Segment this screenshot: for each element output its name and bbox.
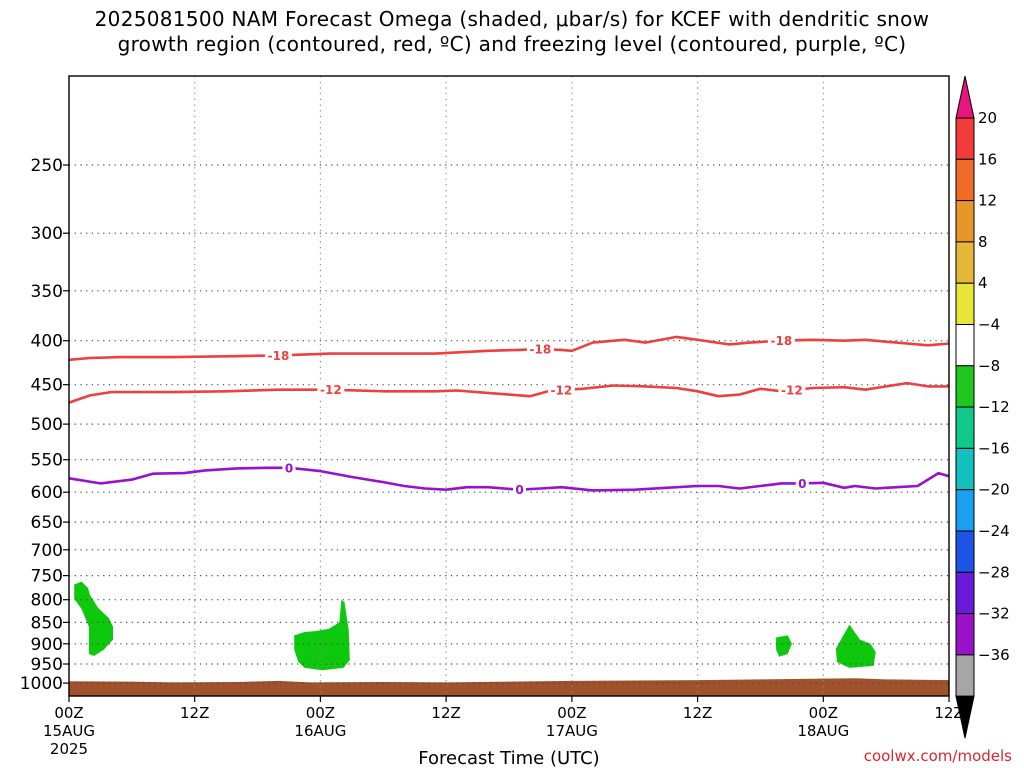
x-tick-label: 12Z (934, 704, 963, 722)
contour-line-1 (68, 381, 949, 404)
contour-label-bg (778, 383, 806, 398)
contour-lines: -18 -18 -18 -12 -12 -12 0 0 0 (68, 333, 950, 497)
contour-label-bg (526, 342, 554, 356)
y-tick-label: 250 (31, 156, 63, 176)
x-tick-label: 12Z (683, 704, 712, 722)
y-tick-label: 750 (31, 567, 63, 587)
colorbar-label: −8 (978, 357, 1000, 375)
x-tick-date-label: 16AUG (294, 722, 346, 740)
y-tick-label: 500 (31, 415, 63, 435)
y-tick-label: 850 (31, 613, 63, 633)
colorbar-swatch (955, 654, 975, 697)
colorbar-swatch (955, 571, 975, 615)
omega-shaded-regions (74, 581, 876, 671)
colorbar-swatch (955, 365, 975, 408)
colorbar-swatch (955, 489, 975, 532)
surface-fill-polygon (69, 678, 949, 696)
y-tick-label: 650 (31, 513, 63, 533)
chart-title-line-1: 2025081500 NAM Forecast Omega (shaded, μ… (94, 7, 930, 31)
contour-label-bg (795, 476, 809, 491)
x-tick-label: 12Z (180, 704, 209, 722)
y-tick-label: 900 (31, 635, 63, 655)
plot-frame (68, 75, 950, 697)
colorbar-swatch (955, 200, 975, 243)
contour-label-bg (265, 348, 292, 363)
contour-label-bg (547, 382, 575, 397)
contour-label-bg (767, 333, 795, 348)
contour-line-2 (68, 466, 950, 492)
omega-region-2 (776, 635, 792, 657)
colorbar-label: −24 (978, 522, 1010, 540)
colorbar-label: −16 (978, 439, 1010, 457)
contour-line-0 (68, 335, 950, 362)
y-tick-label: 300 (31, 224, 63, 244)
y-tick-label: 950 (31, 655, 63, 675)
colorbar-swatch (955, 117, 975, 160)
x-tick-date-label: 17AUG (546, 722, 598, 740)
colorbar: 20 16 12 8 4 −4 −8 −12 −16 −20 −24 −28 −32 −36 (955, 75, 1010, 739)
grid-lines (69, 76, 949, 696)
y-tick-label: 700 (31, 541, 63, 561)
colorbar-label: −36 (978, 646, 1010, 664)
chart-title-line-2: growth region (contoured, red, ºC) and f… (117, 32, 907, 56)
y-tick-label: 550 (31, 451, 63, 471)
omega-region-1 (294, 599, 350, 671)
x-tick-label: 00Z (54, 704, 83, 722)
contour-label-0-1: -18 (530, 343, 552, 357)
y-axis: 2503003504004505005506006507007508008509… (20, 156, 69, 694)
colorbar-label: 16 (978, 150, 997, 168)
contour-label-1-2: -12 (781, 384, 803, 398)
x-tick-label: 00Z (557, 704, 586, 722)
colorbar-top-arrow (955, 75, 975, 119)
contour-label-2-2: 0 (798, 477, 806, 491)
colorbar-swatch (955, 158, 975, 202)
x-tick-label: 00Z (809, 704, 838, 722)
contour-label-1-1: -12 (551, 383, 573, 397)
chart-title: 2025081500 NAM Forecast Omega (shaded, μ… (0, 7, 1024, 57)
y-tick-label: 450 (31, 376, 63, 396)
x-tick-date-label: 18AUG (797, 722, 849, 740)
colorbar-label: −32 (978, 605, 1010, 623)
colorbar-label: −4 (978, 316, 1000, 334)
colorbar-swatch (955, 406, 975, 449)
contour-label-2-0: 0 (285, 461, 293, 475)
colorbar-swatch (955, 324, 975, 367)
y-tick-label: 800 (31, 591, 63, 611)
contour-label-bg (317, 382, 345, 397)
contour-label-2-1: 0 (515, 483, 523, 497)
omega-region-0 (74, 581, 113, 656)
x-tick-year-label: 2025 (50, 740, 88, 758)
colorbar-swatch (955, 530, 975, 573)
colorbar-label: 20 (978, 109, 997, 127)
x-tick-date-label: 15AUG (43, 722, 95, 740)
y-tick-label: 1000 (20, 674, 63, 694)
omega-region-3 (835, 624, 876, 668)
colorbar-swatch (955, 282, 975, 326)
surface-terrain-fill (69, 678, 949, 696)
colorbar-swatch (955, 447, 975, 491)
colorbar-bottom-arrow (955, 695, 975, 739)
contour-label-bg (282, 460, 296, 475)
x-axis-title: Forecast Time (UTC) (418, 748, 599, 768)
colorbar-label: −12 (978, 398, 1010, 416)
colorbar-swatch (955, 241, 975, 284)
colorbar-label: 12 (978, 192, 997, 210)
contour-label-0-2: -18 (771, 334, 793, 348)
y-tick-label: 600 (31, 483, 63, 503)
y-tick-label: 400 (31, 332, 63, 352)
colorbar-label: −28 (978, 563, 1010, 581)
colorbar-label: 8 (978, 233, 988, 251)
y-tick-label: 350 (31, 282, 63, 302)
colorbar-label: −20 (978, 481, 1010, 499)
credit-text: coolwx.com/models (864, 747, 1012, 765)
contour-label-1-0: -12 (320, 383, 342, 397)
contour-label-0-0: -18 (268, 349, 290, 363)
x-tick-label: 00Z (306, 704, 335, 722)
colorbar-label: 4 (978, 274, 988, 292)
contour-label-bg (513, 482, 526, 497)
x-tick-label: 12Z (431, 704, 460, 722)
colorbar-swatch (955, 613, 975, 656)
